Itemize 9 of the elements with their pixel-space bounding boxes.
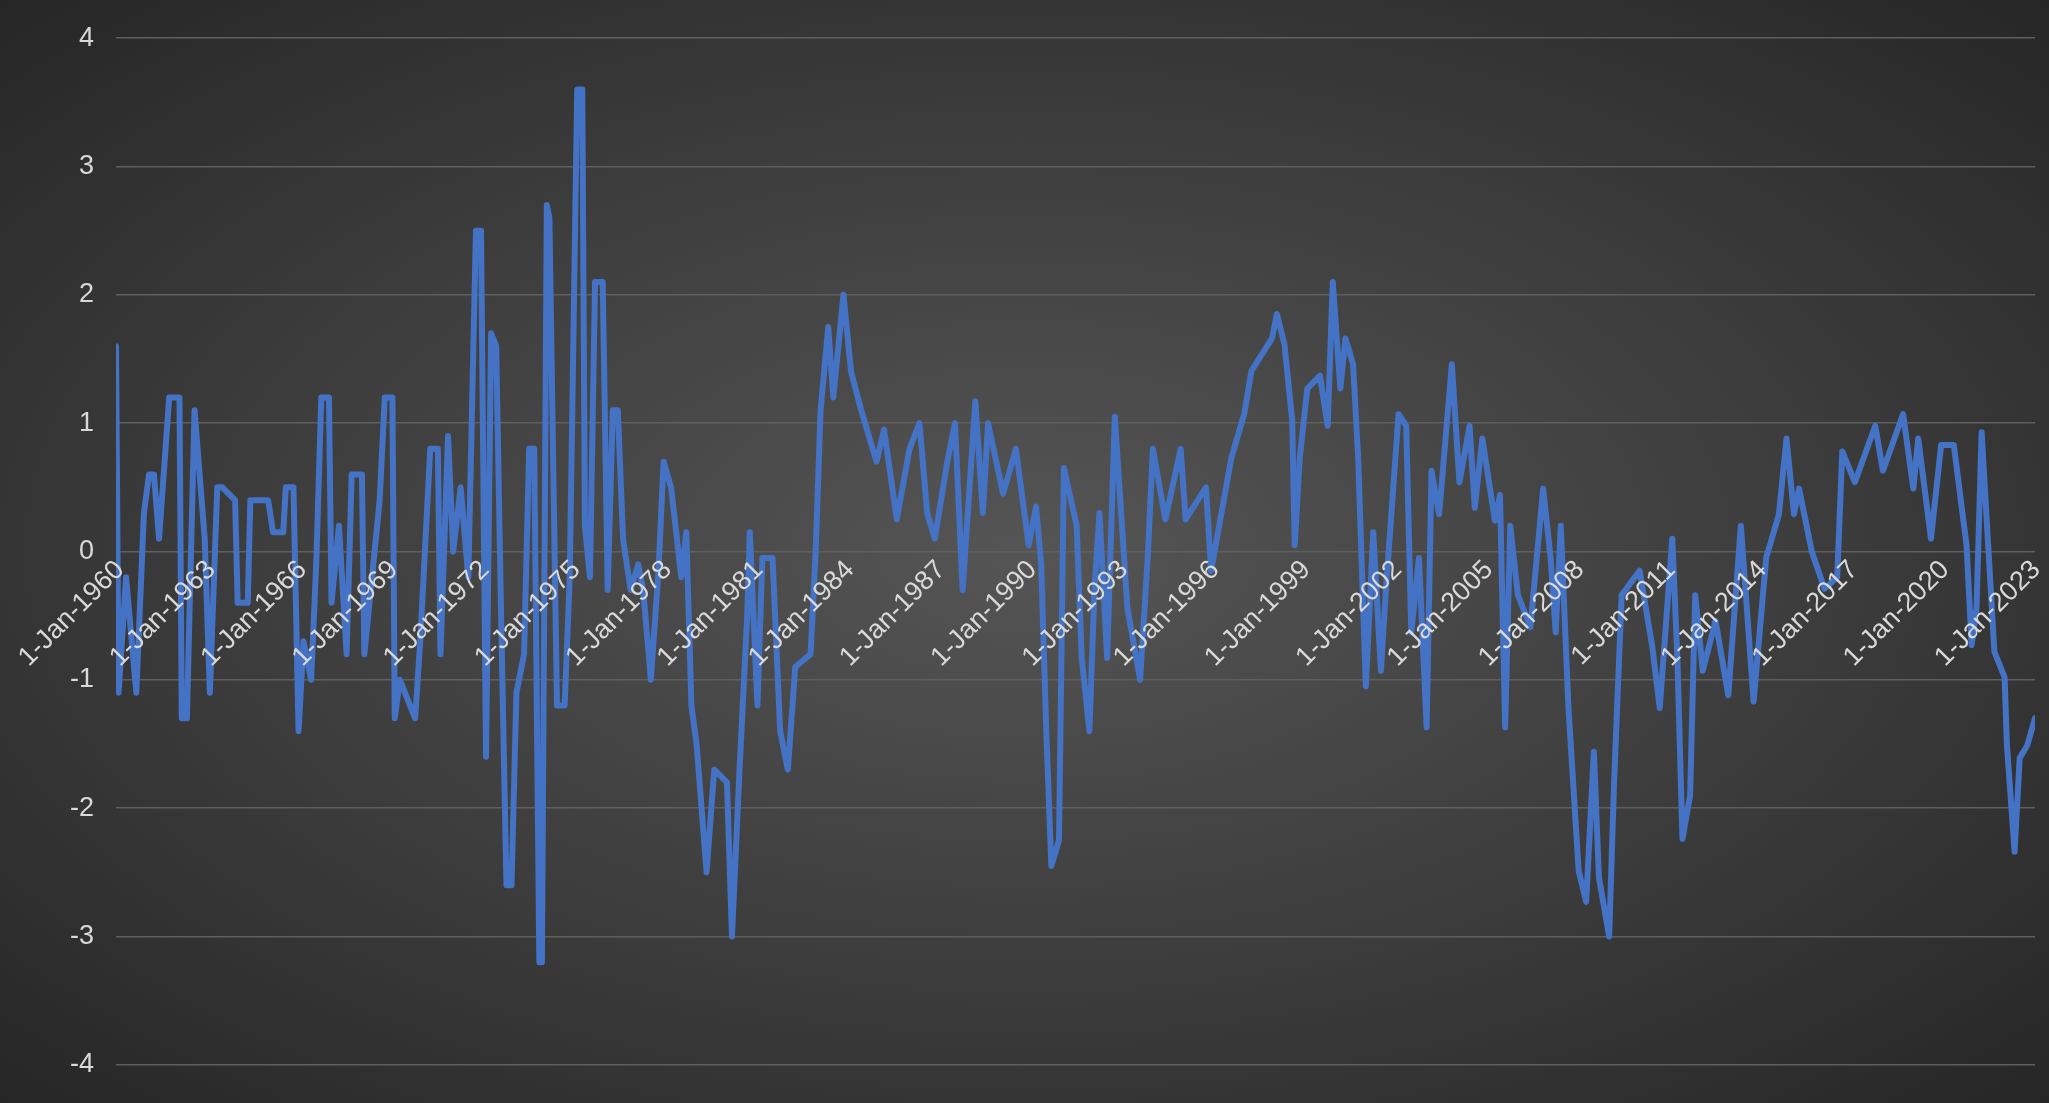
y-tick-label: -3 — [69, 919, 95, 950]
y-tick-label: 4 — [78, 21, 95, 52]
y-tick-label: -2 — [69, 791, 95, 822]
y-tick-label: 1 — [78, 406, 95, 437]
y-tick-label: -1 — [69, 663, 95, 694]
y-tick-label: 0 — [78, 534, 95, 565]
y-tick-label: -4 — [69, 1048, 95, 1079]
y-tick-label: 2 — [78, 278, 95, 309]
y-tick-label: 3 — [78, 149, 95, 180]
